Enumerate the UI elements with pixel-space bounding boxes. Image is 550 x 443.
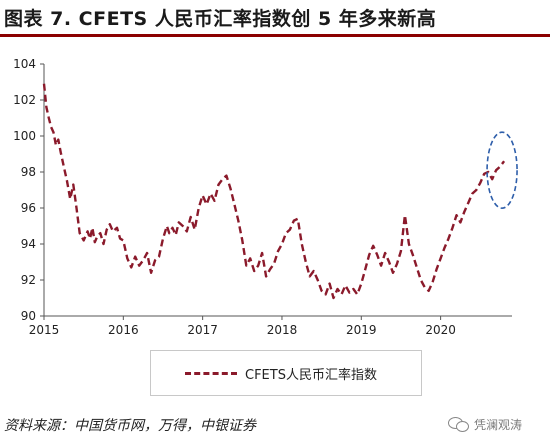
watermark-text: 凭澜观涛 — [474, 417, 523, 432]
y-tick-label: 98 — [21, 165, 36, 179]
legend-label: CFETS人民币汇率指数 — [245, 368, 377, 383]
legend-line-swatch — [185, 372, 237, 375]
x-tick-label: 2017 — [187, 323, 218, 337]
y-tick-label: 94 — [21, 237, 36, 251]
y-tick-label: 96 — [21, 201, 36, 215]
chart-legend: CFETS人民币汇率指数 — [150, 350, 422, 396]
x-tick-label: 2016 — [108, 323, 139, 337]
chart-title: 图表 7. CFETS 人民币汇率指数创 5 年多来新高 — [4, 8, 437, 30]
x-tick-label: 2019 — [346, 323, 377, 337]
series-line-cfets — [42, 83, 506, 300]
x-tick-label: 2020 — [425, 323, 456, 337]
y-tick-label: 92 — [21, 273, 36, 287]
y-tick-label: 104 — [13, 57, 36, 71]
cfets-index-chart: 90 92 94 96 98 100 102 104 2015 2016 2017 2018 2019 2… — [13, 57, 518, 337]
title-divider — [0, 34, 550, 37]
x-tick-label: 2015 — [29, 323, 60, 337]
source-note: 资料来源：中国货币网，万得，中银证券 — [4, 418, 256, 434]
title-bar: 图表 7. CFETS 人民币汇率指数创 5 年多来新高 — [0, 0, 550, 37]
y-tick-label: 100 — [13, 129, 36, 143]
highlight-ellipse — [486, 131, 518, 209]
y-tick-label: 90 — [21, 309, 36, 323]
wechat-icon — [448, 415, 470, 433]
y-tick-label: 102 — [13, 93, 36, 107]
watermark: 凭澜观涛 — [448, 413, 522, 435]
x-tick-label: 2018 — [267, 323, 298, 337]
